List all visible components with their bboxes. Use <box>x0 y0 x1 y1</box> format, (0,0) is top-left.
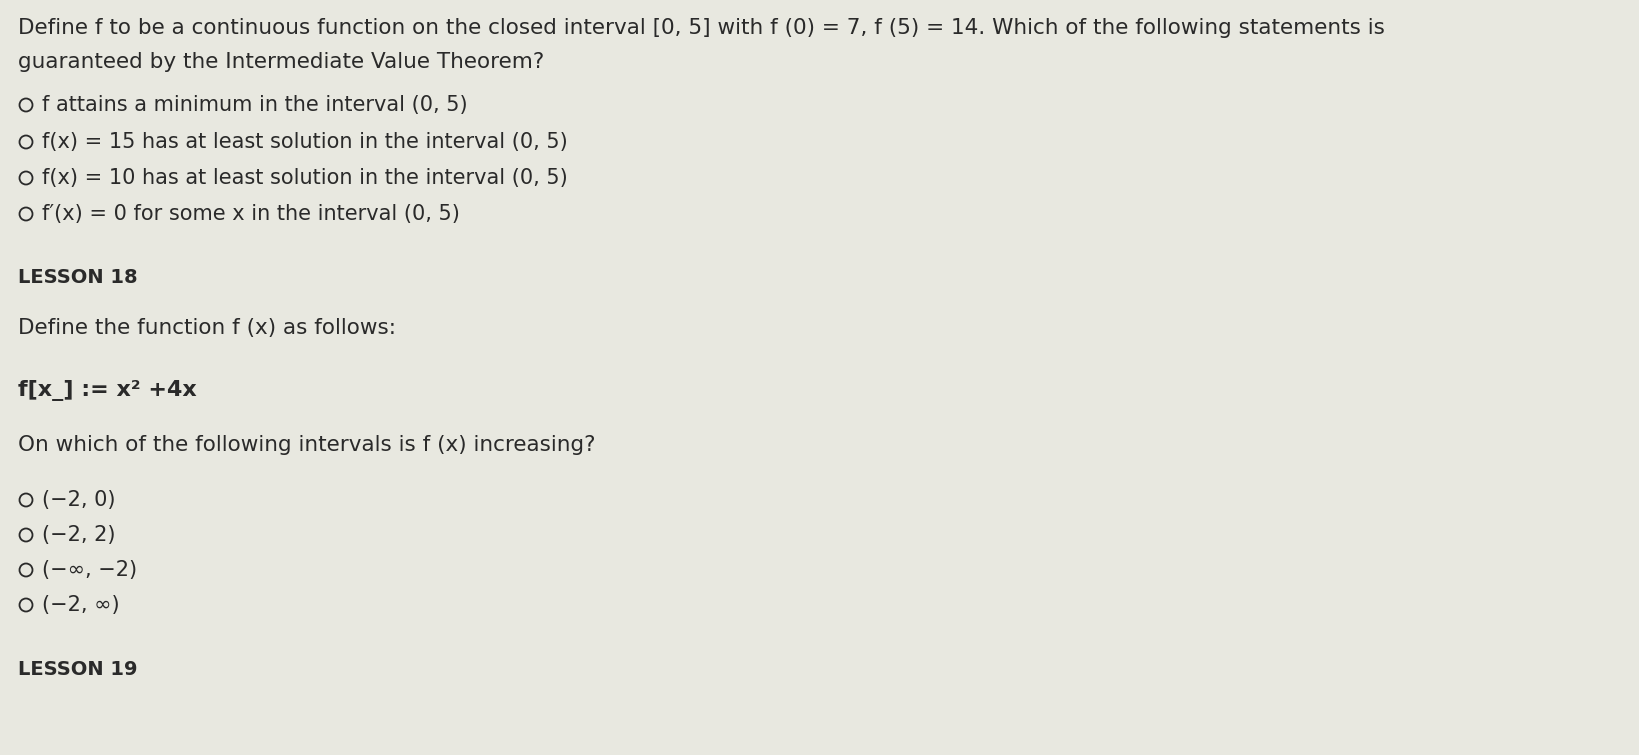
Text: Define f to be a continuous function on the closed interval [0, 5] with f (0) = : Define f to be a continuous function on … <box>18 18 1385 38</box>
Text: (−2, ∞): (−2, ∞) <box>43 595 120 615</box>
Text: (−∞, −2): (−∞, −2) <box>43 560 138 580</box>
Text: f[x_] := x² +4x: f[x_] := x² +4x <box>18 380 197 401</box>
Text: (−2, 0): (−2, 0) <box>43 490 115 510</box>
Text: f attains a minimum in the interval (0, 5): f attains a minimum in the interval (0, … <box>43 95 467 115</box>
Text: f(x) = 10 has at least solution in the interval (0, 5): f(x) = 10 has at least solution in the i… <box>43 168 567 188</box>
Text: (−2, 2): (−2, 2) <box>43 525 115 545</box>
Text: On which of the following intervals is f (x) increasing?: On which of the following intervals is f… <box>18 435 595 455</box>
Text: f′(x) = 0 for some x in the interval (0, 5): f′(x) = 0 for some x in the interval (0,… <box>43 204 461 224</box>
Text: f(x) = 15 has at least solution in the interval (0, 5): f(x) = 15 has at least solution in the i… <box>43 132 567 152</box>
Text: guaranteed by the Intermediate Value Theorem?: guaranteed by the Intermediate Value The… <box>18 52 544 72</box>
Text: Define the function f (x) as follows:: Define the function f (x) as follows: <box>18 318 397 338</box>
Text: LESSON 19: LESSON 19 <box>18 660 138 679</box>
Text: LESSON 18: LESSON 18 <box>18 268 138 287</box>
